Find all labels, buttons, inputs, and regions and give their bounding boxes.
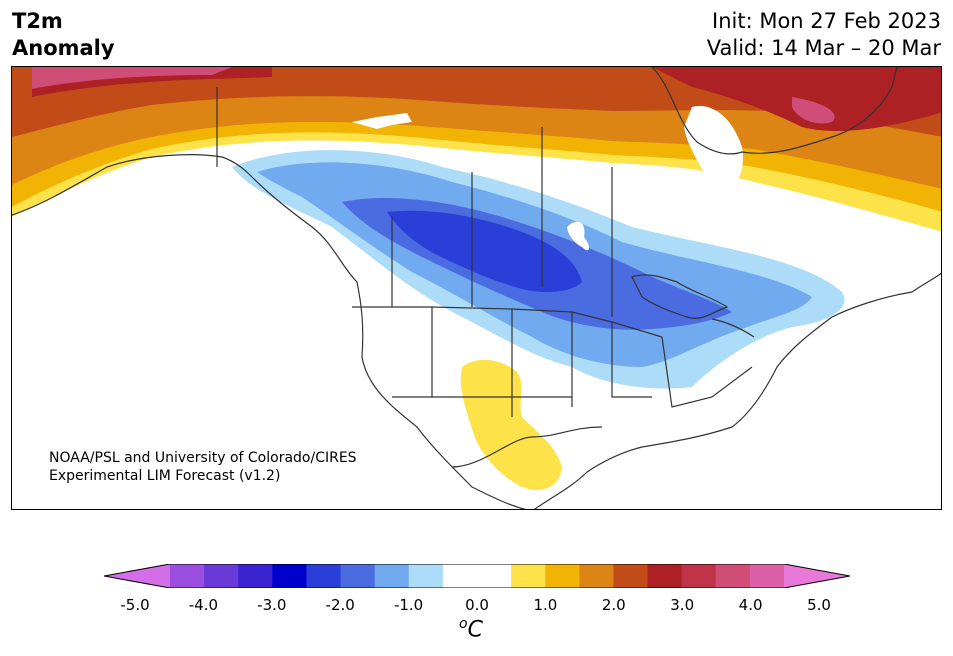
credit-line-2: Experimental LIM Forecast (v1.2) [49, 468, 281, 484]
colorbar-tick-label: 4.0 [738, 596, 763, 614]
colorbar-segment [374, 564, 410, 588]
warm-band-red [32, 67, 941, 131]
unit-degree: o [459, 616, 468, 632]
colorbar-tick-label: -3.0 [257, 596, 287, 614]
greenland-outline [651, 67, 898, 155]
colorbar [104, 564, 850, 588]
colorbar-tick-label: 5.0 [807, 596, 831, 614]
colorbar-segment [545, 564, 580, 588]
colorbar-tick-label: 0.0 [465, 596, 489, 614]
colorbar-segment [340, 564, 376, 588]
colorbar-segment [579, 564, 614, 588]
colorbar-segment [715, 564, 751, 588]
colorbar-unit: oC [459, 616, 483, 642]
map-canvas [12, 67, 941, 509]
colorbar-tick-label: -1.0 [393, 596, 424, 614]
colorbar-tick-label: -5.0 [120, 596, 150, 614]
data-source-credit: NOAA/PSL and University of Colorado/CIRE… [49, 449, 357, 485]
title-line-1: T2m [12, 9, 63, 33]
warm-band-pink [32, 67, 835, 124]
white-patch-greenland [684, 106, 743, 190]
colorbar-segment [272, 564, 307, 588]
colorbar-segment [238, 564, 273, 588]
anomaly-map [11, 66, 942, 510]
map-borders [12, 87, 941, 509]
colorbar-tick-label: -2.0 [325, 596, 355, 614]
init-date: Init: Mon 27 Feb 2023 [712, 9, 941, 33]
colorbar-tick-labels: -5.0 -4.0 -3.0 -2.0 -1.0 0.0 1.0 2.0 3.0 4.0 5.0 [0, 596, 953, 618]
white-patch-arctic [352, 113, 412, 129]
colorbar-segment [749, 564, 785, 588]
colorbar-tick-label: 1.0 [533, 596, 558, 614]
colorbar-tick-label: 3.0 [670, 596, 695, 614]
colorbar-extend-low [104, 564, 170, 588]
colorbar-segment [442, 564, 478, 588]
colorbar-segment [170, 564, 205, 588]
colorbar-segment [681, 564, 717, 588]
colorbar-segment [511, 564, 546, 588]
map-title: T2m Anomaly [12, 8, 115, 62]
credit-line-1: NOAA/PSL and University of Colorado/CIRE… [49, 450, 357, 466]
colorbar-segment [613, 564, 649, 588]
cold-band-darkblue [387, 210, 582, 293]
mexico-warm-yellow [460, 359, 562, 491]
unit-celsius: C [467, 617, 483, 643]
colorbar-segment [647, 564, 683, 588]
colorbar-segment [408, 564, 444, 588]
valid-date: Valid: 14 Mar – 20 Mar [706, 36, 941, 60]
colorbar-tick-label: 2.0 [601, 596, 626, 614]
white-patch-hudson [567, 221, 590, 251]
colorbar-segment [204, 564, 239, 588]
forecast-dates: Init: Mon 27 Feb 2023 Valid: 14 Mar – 20… [707, 8, 941, 62]
colorbar-extend-high [784, 564, 850, 588]
colorbar-segment [306, 564, 342, 588]
title-line-2: Anomaly [12, 36, 115, 60]
colorbar-tick-label: -4.0 [188, 596, 219, 614]
colorbar-segment [477, 564, 512, 588]
